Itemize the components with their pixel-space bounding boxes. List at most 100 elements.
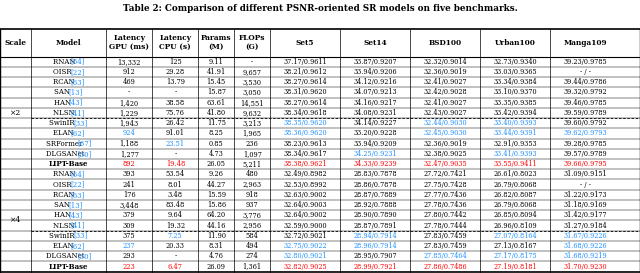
Text: 1,361: 1,361 bbox=[243, 263, 262, 271]
Text: -: - bbox=[128, 88, 131, 96]
Text: [62]: [62] bbox=[70, 129, 84, 137]
Text: 584: 584 bbox=[246, 232, 259, 240]
Text: 32.45/0.9030: 32.45/0.9030 bbox=[424, 129, 467, 137]
Text: 39.28/0.9785: 39.28/0.9785 bbox=[564, 140, 607, 148]
Text: 27.77/0.7436: 27.77/0.7436 bbox=[424, 191, 467, 199]
Text: 33.35/0.9385: 33.35/0.9385 bbox=[493, 99, 537, 107]
Text: 31.68/0.9219: 31.68/0.9219 bbox=[564, 252, 607, 260]
Text: [30]: [30] bbox=[77, 252, 92, 260]
Text: 38.34/0.9617: 38.34/0.9617 bbox=[284, 150, 327, 158]
Text: 32.41/0.9027: 32.41/0.9027 bbox=[424, 78, 467, 86]
Text: 32.32/0.9014: 32.32/0.9014 bbox=[424, 58, 467, 66]
Text: OISR: OISR bbox=[52, 181, 74, 189]
Text: 31.70/0.9230: 31.70/0.9230 bbox=[564, 263, 607, 271]
Text: 393: 393 bbox=[123, 170, 136, 178]
Text: 32.64/0.9002: 32.64/0.9002 bbox=[284, 211, 327, 219]
Text: 32.59/0.9000: 32.59/0.9000 bbox=[284, 222, 327, 230]
Text: 32.36/0.9019: 32.36/0.9019 bbox=[424, 140, 467, 148]
Text: Model: Model bbox=[56, 39, 81, 47]
Text: 33.87/0.9207: 33.87/0.9207 bbox=[353, 58, 397, 66]
Text: [41]: [41] bbox=[70, 109, 84, 117]
Text: 41.80: 41.80 bbox=[207, 109, 226, 117]
Text: 26.42: 26.42 bbox=[166, 119, 185, 127]
Text: [33]: [33] bbox=[74, 119, 88, 127]
Text: [33]: [33] bbox=[74, 232, 88, 240]
Text: 33.20/0.9228: 33.20/0.9228 bbox=[353, 129, 397, 137]
Text: 39.66/0.9795: 39.66/0.9795 bbox=[564, 160, 607, 168]
Text: 4.76: 4.76 bbox=[209, 252, 224, 260]
Text: 1,965: 1,965 bbox=[243, 129, 262, 137]
Text: [43]: [43] bbox=[68, 99, 83, 107]
Text: 32.63/0.9002: 32.63/0.9002 bbox=[284, 191, 327, 199]
Text: 3,530: 3,530 bbox=[243, 78, 262, 86]
Text: 937: 937 bbox=[246, 201, 259, 209]
Text: 1,277: 1,277 bbox=[120, 150, 139, 158]
Text: RNAN: RNAN bbox=[52, 58, 77, 66]
Text: 8.25: 8.25 bbox=[209, 129, 224, 137]
Text: SwinIR: SwinIR bbox=[49, 232, 77, 240]
Text: 13.79: 13.79 bbox=[166, 78, 185, 86]
Text: 918: 918 bbox=[246, 191, 259, 199]
Text: 32.64/0.9003: 32.64/0.9003 bbox=[284, 201, 327, 209]
Text: Set5: Set5 bbox=[296, 39, 314, 47]
Text: NLSN: NLSN bbox=[52, 222, 77, 230]
Text: 26.09: 26.09 bbox=[207, 263, 226, 271]
Text: 39.44/0.9786: 39.44/0.9786 bbox=[564, 78, 607, 86]
Text: 28.92/0.7888: 28.92/0.7888 bbox=[353, 201, 397, 209]
Text: [63]: [63] bbox=[70, 78, 84, 86]
Text: SRFormer: SRFormer bbox=[45, 140, 84, 148]
Text: -: - bbox=[251, 58, 253, 66]
Text: 912: 912 bbox=[123, 68, 136, 76]
Text: 33.55/0.9411: 33.55/0.9411 bbox=[493, 160, 537, 168]
Text: 241: 241 bbox=[123, 181, 136, 189]
Text: 494: 494 bbox=[246, 242, 259, 250]
Text: 64.20: 64.20 bbox=[207, 211, 226, 219]
Text: 26.96/0.8109: 26.96/0.8109 bbox=[493, 222, 537, 230]
Text: 15.87: 15.87 bbox=[207, 88, 226, 96]
Text: 32.47/0.9035: 32.47/0.9035 bbox=[424, 160, 467, 168]
Text: 0.85: 0.85 bbox=[209, 140, 224, 148]
Text: 309: 309 bbox=[123, 222, 136, 230]
Text: 33.40/0.9393: 33.40/0.9393 bbox=[493, 119, 537, 127]
Text: 11.75: 11.75 bbox=[207, 119, 226, 127]
Text: 39.32/0.9792: 39.32/0.9792 bbox=[564, 88, 607, 96]
Text: 9,632: 9,632 bbox=[243, 109, 262, 117]
Text: DLGSANet: DLGSANet bbox=[45, 252, 86, 260]
Text: 27.78/0.7444: 27.78/0.7444 bbox=[424, 222, 467, 230]
Text: 223: 223 bbox=[123, 263, 136, 271]
Text: 38.38/0.9621: 38.38/0.9621 bbox=[284, 160, 327, 168]
Text: [13]: [13] bbox=[68, 201, 83, 209]
Text: 375: 375 bbox=[123, 232, 136, 240]
Text: SAN: SAN bbox=[54, 201, 73, 209]
Text: 33.41/0.9393: 33.41/0.9393 bbox=[493, 150, 537, 158]
Text: 15.86: 15.86 bbox=[207, 201, 226, 209]
Text: 41.91: 41.91 bbox=[207, 68, 226, 76]
Text: 32.73/0.9340: 32.73/0.9340 bbox=[493, 58, 537, 66]
Text: ELAN: ELAN bbox=[52, 242, 76, 250]
Text: ×4: ×4 bbox=[10, 216, 21, 224]
Text: 39.60/0.9792: 39.60/0.9792 bbox=[564, 119, 607, 127]
Text: 38.34/0.9618: 38.34/0.9618 bbox=[284, 109, 327, 117]
Text: 27.72/0.7421: 27.72/0.7421 bbox=[424, 170, 467, 178]
Text: 83.48: 83.48 bbox=[166, 201, 185, 209]
Text: 32.38/0.9025: 32.38/0.9025 bbox=[424, 150, 467, 158]
Text: 33.03/0.9365: 33.03/0.9365 bbox=[493, 68, 537, 76]
Text: BSD100: BSD100 bbox=[429, 39, 462, 47]
Text: 19.32: 19.32 bbox=[166, 222, 185, 230]
Text: Scale: Scale bbox=[4, 39, 26, 47]
Text: 15.45: 15.45 bbox=[207, 78, 226, 86]
Text: 3.48: 3.48 bbox=[168, 191, 183, 199]
Text: 274: 274 bbox=[246, 252, 259, 260]
Text: 28.86/0.7878: 28.86/0.7878 bbox=[353, 181, 397, 189]
Text: [62]: [62] bbox=[70, 242, 84, 250]
Text: HAN: HAN bbox=[54, 99, 74, 107]
Text: [64]: [64] bbox=[70, 170, 84, 178]
Text: 33.10/0.9370: 33.10/0.9370 bbox=[493, 88, 537, 96]
Text: 38.21/0.9612: 38.21/0.9612 bbox=[284, 68, 327, 76]
Text: 26.82/0.8087: 26.82/0.8087 bbox=[493, 191, 537, 199]
Text: 236: 236 bbox=[246, 140, 259, 148]
Text: 33.44/0.9391: 33.44/0.9391 bbox=[493, 129, 537, 137]
Text: 38.27/0.9614: 38.27/0.9614 bbox=[284, 78, 327, 86]
Text: 44.27: 44.27 bbox=[207, 181, 226, 189]
Text: 32.53/0.8992: 32.53/0.8992 bbox=[284, 181, 327, 189]
